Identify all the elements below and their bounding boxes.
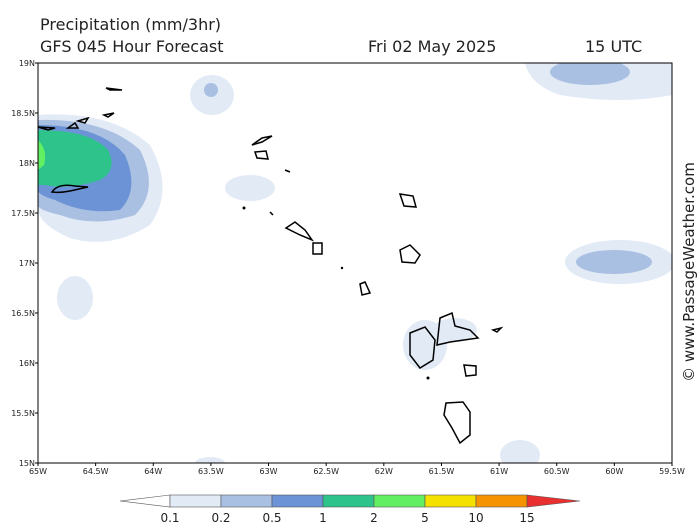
lon-tick-label: 64.5W <box>83 467 109 476</box>
time: 15 UTC <box>585 37 642 56</box>
legend-swatch <box>475 494 528 508</box>
legend-label: 0.5 <box>262 511 281 525</box>
legend-label: 15 <box>519 511 534 525</box>
map <box>37 62 673 464</box>
title: Precipitation (mm/3hr) <box>40 15 221 34</box>
legend-label: 0.2 <box>211 511 230 525</box>
lat-tick-label: 17N <box>19 259 35 268</box>
watermark: © www.PassageWeather.com <box>680 162 698 382</box>
lon-tick-label: 64W <box>144 467 162 476</box>
lat-tick-label: 19N <box>19 59 35 68</box>
islands <box>37 87 504 445</box>
lon-tick-label: 61W <box>490 467 508 476</box>
legend-swatch <box>271 494 324 508</box>
legend-swatch <box>220 494 273 508</box>
legend-label: 0.1 <box>160 511 179 525</box>
lon-tick-label: 63.5W <box>198 467 224 476</box>
lat-tick-label: 16N <box>19 359 35 368</box>
legend-label: 1 <box>319 511 327 525</box>
lon-tick-label: 60W <box>605 467 623 476</box>
lon-tick-label: 61.5W <box>429 467 455 476</box>
lat-tick-label: 15N <box>19 459 35 468</box>
legend-label: 2 <box>370 511 378 525</box>
legend-swatch <box>169 494 222 508</box>
legend-swatch <box>373 494 426 508</box>
lat-tick-label: 17.5N <box>11 209 35 218</box>
legend-label: 10 <box>468 511 483 525</box>
legend-arrow-left <box>119 494 171 508</box>
lon-tick-label: 60.5W <box>544 467 570 476</box>
lon-tick-label: 63W <box>259 467 277 476</box>
precip <box>38 63 672 463</box>
lat-tick-label: 15.5N <box>11 409 35 418</box>
legend-swatch <box>424 494 477 508</box>
lon-tick-label: 62.5W <box>313 467 339 476</box>
subtitle: GFS 045 Hour Forecast <box>40 37 224 56</box>
legend-label: 5 <box>421 511 429 525</box>
legend-arrow-right <box>526 494 581 508</box>
lat-tick-label: 18N <box>19 159 35 168</box>
lat-tick-label: 18.5N <box>11 109 35 118</box>
lon-tick-label: 59.5W <box>659 467 685 476</box>
lon-tick-label: 62W <box>375 467 393 476</box>
lat-tick-label: 16.5N <box>11 309 35 318</box>
date: Fri 02 May 2025 <box>368 37 496 56</box>
legend-swatch <box>322 494 375 508</box>
lon-tick-label: 65W <box>29 467 47 476</box>
